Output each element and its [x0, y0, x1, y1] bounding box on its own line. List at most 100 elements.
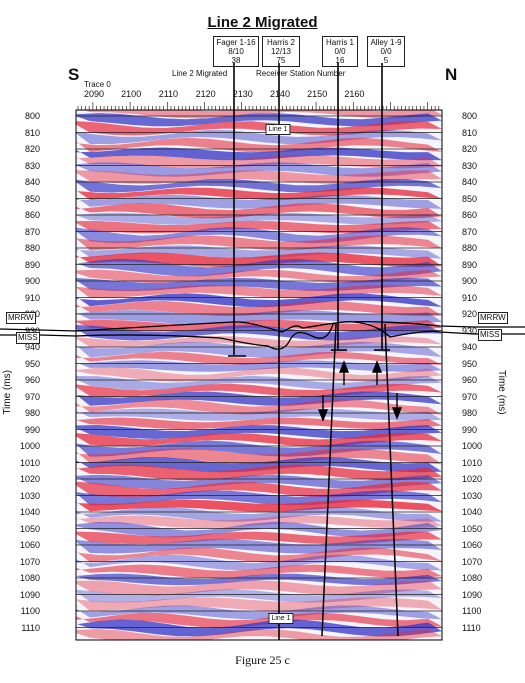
time-tick-label-left: 1050 [19, 523, 40, 534]
time-tick-label-right: 930 [462, 325, 478, 336]
reflector-band [76, 235, 442, 251]
mrrw-label-right: MRRW [478, 312, 508, 324]
trace0-label: Trace 0 [84, 80, 111, 89]
time-tick-label-left: 1000 [19, 441, 40, 451]
arrow-down-icon [317, 395, 329, 422]
reflector-band [76, 440, 442, 457]
reflector-band [76, 589, 442, 603]
time-tick-label-right: 890 [462, 259, 478, 270]
section-border [75, 109, 443, 641]
time-tick-label-right: 960 [462, 375, 478, 385]
time-tick-label-right: 880 [462, 243, 478, 253]
trace-tick-label: 2140 [269, 89, 291, 99]
reflector-band [76, 521, 442, 538]
well-value: 75 [276, 56, 286, 65]
time-tick-label-left: 930 [24, 325, 40, 336]
well-name: Fager 1-16 [216, 38, 256, 47]
south-label: S [68, 65, 80, 84]
time-tick-label-right: 860 [462, 210, 478, 220]
time-tick-label-left: 1080 [19, 573, 40, 583]
time-tick-label-right: 910 [462, 292, 478, 303]
reflector-band [76, 155, 442, 169]
time-tick-label-left: 860 [24, 210, 40, 220]
mrrw-horizon [0, 320, 525, 333]
well-label-harris1: Harris 1 0/0 16 [322, 36, 358, 67]
reflector-band [76, 408, 442, 421]
time-tick-label-left: 910 [24, 292, 40, 303]
time-tick-label-right: 840 [462, 177, 478, 187]
well-label-alley: Alley 1-9 0/0 5 [367, 36, 405, 67]
receiver-station-label: Receiver Station Number [256, 69, 346, 78]
time-tick-label-left: 820 [24, 144, 40, 154]
reflector-band [76, 417, 442, 430]
time-tick-label-left: 870 [24, 226, 40, 237]
time-tick-label-left: 800 [24, 111, 40, 121]
reflector-band [76, 113, 442, 127]
time-tick-label-left: 810 [24, 127, 40, 138]
reflector-bands [76, 110, 442, 640]
time-tick-label-right: 1110 [462, 622, 481, 633]
time-tick-label-right: 1010 [462, 457, 483, 468]
trace-tick-label: 2150 [307, 89, 328, 99]
time-tick-label-right: 850 [462, 193, 478, 204]
reflector-band [76, 203, 442, 219]
time-tick-label-left: 1070 [19, 556, 40, 567]
arrow-down-icon [391, 393, 403, 420]
well-label-fager: Fager 1-16 8/10 38 [213, 36, 259, 67]
reflector-band [76, 220, 442, 234]
reflector-band [76, 284, 442, 299]
reflector-band [76, 147, 442, 161]
reflector-band [76, 554, 442, 571]
well-name: Harris 1 [325, 38, 354, 47]
reflector-band [76, 619, 442, 637]
trace-tick-label: 2100 [121, 89, 142, 99]
reflector-band [76, 629, 442, 640]
reflector-band [76, 425, 442, 439]
time-tick-label-left: 1030 [19, 490, 40, 501]
time-tick-label-left: 990 [24, 424, 40, 435]
reflector-band [76, 515, 442, 529]
time-tick-label-right: 1020 [462, 474, 483, 484]
well-value: 5 [383, 56, 389, 65]
well-name: Alley 1-9 [370, 38, 402, 47]
reflector-band [76, 310, 442, 325]
reflector-band [76, 121, 442, 136]
time-tick-label-left: 900 [24, 276, 40, 286]
reflector-band [76, 293, 442, 308]
reflector-band [76, 375, 442, 390]
reflector-band [76, 457, 442, 473]
time-tick-label-right: 1000 [462, 441, 483, 451]
trace-tick-label: 2160 [344, 89, 365, 99]
line1-tie-bottom: Line 1 [268, 613, 294, 624]
reflector-band [76, 597, 442, 611]
reflector-band [76, 564, 442, 579]
time-tick-label-left: 890 [24, 259, 40, 270]
time-tick-label-right: 1070 [462, 556, 483, 567]
reflector-band [76, 506, 442, 522]
reflector-band [76, 547, 442, 563]
reflector-band [76, 245, 442, 259]
time-tick-label-right: 1040 [462, 507, 483, 517]
time-tick-label-right: 1100 [462, 606, 482, 616]
time-tick-label-left: 1060 [19, 540, 40, 550]
time-tick-label-right: 940 [462, 342, 478, 352]
reflector-band [76, 464, 442, 481]
reflector-band [76, 137, 442, 153]
trace-tick-label: 2110 [158, 89, 179, 99]
reflector-band [76, 399, 442, 415]
reflector-band [76, 258, 442, 277]
reflector-band [76, 605, 442, 620]
line1-tie-top: Line 1 [265, 124, 291, 135]
reflector-band [76, 474, 442, 489]
time-tick-label-left: 970 [24, 391, 40, 402]
time-tick-label-right: 980 [462, 408, 478, 418]
time-tick-label-right: 970 [462, 391, 478, 402]
time-tick-label-right: 920 [462, 309, 478, 319]
trace-tick-label: 2130 [232, 89, 253, 99]
reflector-band [76, 612, 442, 628]
reflector-band [76, 499, 442, 512]
page-title: Line 2 Migrated [207, 14, 318, 31]
time-tick-label-left: 850 [24, 193, 40, 204]
reflector-band [76, 391, 442, 406]
